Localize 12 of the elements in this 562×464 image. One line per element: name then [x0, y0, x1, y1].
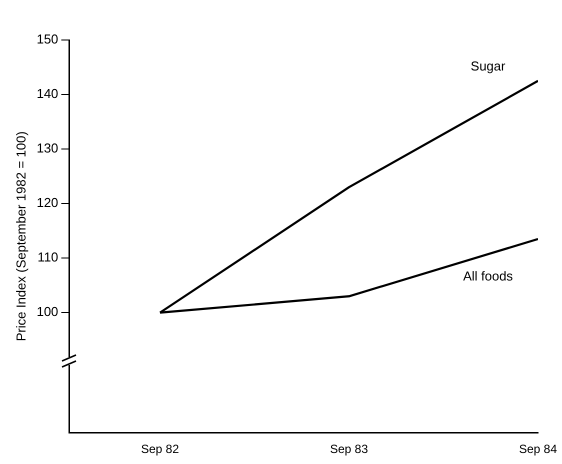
series-label: Sugar	[470, 58, 506, 74]
y-axis-title: Price Index (September 1982 = 100)	[13, 131, 28, 342]
y-tick-label: 150	[36, 32, 58, 47]
x-tick-label: Sep 84	[518, 442, 558, 456]
y-tick-label: 140	[36, 86, 58, 102]
y-tick-label: 120	[36, 195, 58, 210]
y-tick-label: 130	[36, 140, 58, 156]
x-tick-label: Sep 83	[330, 442, 368, 456]
y-tick-label: 110	[38, 250, 58, 265]
x-tick-label: Sep 82	[140, 442, 180, 456]
series-label: All foods	[463, 268, 514, 284]
y-tick-label: 100	[36, 304, 58, 320]
